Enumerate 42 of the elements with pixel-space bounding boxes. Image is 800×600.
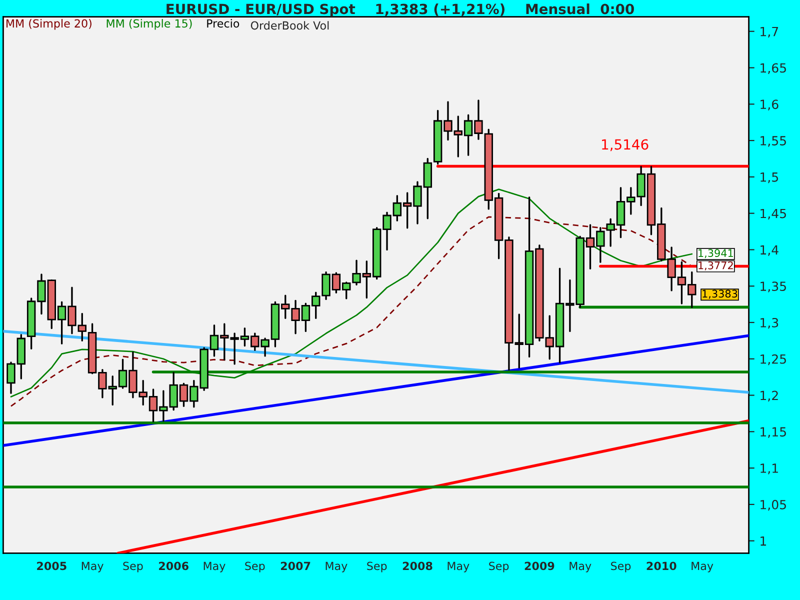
x-tick-label: May [204,562,226,572]
x-tick-label: Sep [245,562,265,572]
x-tick-label: May [82,562,104,572]
x-tick-label: 2010 [646,562,676,570]
text: MM (Simple 15) [106,19,192,30]
x-tick-label: May [570,562,592,572]
x-tick-label: 2008 [402,562,432,570]
y-tick-label: 1,45 [760,208,786,220]
line-series [10,216,693,407]
y-tick-label: 1,7 [760,26,778,38]
y-tick-label: 1,5 [760,172,778,184]
x-tick-label: May [692,562,714,572]
y-tick-label: 1,4 [760,245,778,256]
y-tick-label: 1,05 [760,500,786,511]
y-tick-label: 1,3 [760,318,778,329]
text: MM (Simple 20) [6,19,92,30]
x-tick-label: Sep [367,562,387,572]
y-tick-label: 1,55 [760,136,786,147]
y-tick-label: 1,6 [760,100,778,110]
y-tick-label: 1 [760,536,766,546]
x-tick-label: Sep [611,562,631,572]
x-tick-label: May [448,562,470,572]
x-tick-label: 2006 [159,562,188,570]
annotation: OrderBook Vol [250,21,329,30]
y-tick-label: 1,25 [760,354,786,366]
y-tick-label: 1,15 [760,427,786,438]
y-tick-label: 1,35 [760,282,786,292]
x-tick-label: Sep [123,562,143,572]
chart-title: EURUSD - EUR/USD Spot 1,3383 (+1,21%) Mensual 0:00 [166,3,634,17]
x-tick-label: 2007 [280,562,310,570]
data-label: 1,3941 [698,249,733,258]
y-tick-label: 1,65 [760,63,786,74]
text: Precio [207,19,240,28]
y-tick-label: 1,2 [760,390,778,402]
x-tick-label: 2009 [524,562,554,570]
x-tick-label: Sep [489,562,509,572]
y-tick-label: 1,1 [760,464,778,474]
annotation: 1,5146 [602,139,648,152]
x-tick-label: 2005 [37,562,66,570]
data-label: 1,3772 [698,261,733,270]
text: 1,3383 [702,290,738,299]
x-tick-label: May [326,562,348,572]
